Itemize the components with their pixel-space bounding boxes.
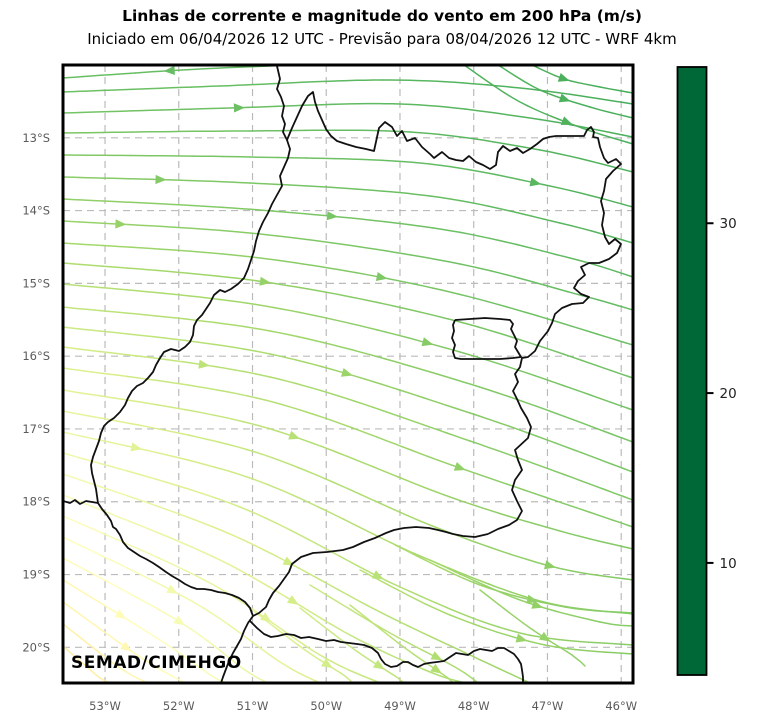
lon-tick-label: 52°W bbox=[163, 699, 195, 713]
lat-tick-label: 20°S bbox=[22, 640, 50, 654]
streamline-arrow-icons bbox=[114, 65, 573, 674]
border-south bbox=[249, 620, 524, 683]
lon-tick-label: 50°W bbox=[310, 699, 342, 713]
axis-tick-labels: 53°W 52°W 51°W 50°W 49°W 48°W 47°W 46°W 13°S 14°S… bbox=[22, 131, 637, 713]
page-subtitle: Iniciado em 06/04/2026 12 UTC - Previsão… bbox=[87, 30, 677, 48]
border-mg bbox=[252, 526, 489, 617]
watermark-label: SEMAD/CIMEHGO bbox=[71, 653, 242, 673]
lat-tick-label: 17°S bbox=[22, 422, 50, 436]
colorbar-tick-label: 20 bbox=[720, 386, 737, 402]
lon-tick-label: 51°W bbox=[237, 699, 269, 713]
colorbar-tick-label: 30 bbox=[720, 216, 737, 232]
gridlines bbox=[63, 65, 633, 683]
lon-tick-label: 53°W bbox=[89, 699, 121, 713]
lat-tick-label: 19°S bbox=[22, 568, 50, 582]
lon-tick-label: 49°W bbox=[384, 699, 416, 713]
lat-tick-label: 13°S bbox=[22, 131, 50, 145]
df-border bbox=[451, 317, 522, 360]
colorbar-tick-label: 10 bbox=[720, 556, 737, 572]
lat-tick-label: 16°S bbox=[22, 349, 50, 363]
lon-tick-label: 48°W bbox=[458, 699, 490, 713]
lat-tick-label: 15°S bbox=[22, 276, 50, 290]
lon-tick-label: 47°W bbox=[532, 699, 564, 713]
border-outer bbox=[276, 65, 622, 535]
lat-tick-label: 14°S bbox=[22, 204, 50, 218]
state-border bbox=[63, 65, 622, 683]
streamlines bbox=[63, 65, 633, 683]
lat-tick-label: 18°S bbox=[22, 495, 50, 509]
colorbar: 10 20 30 bbox=[676, 66, 737, 676]
page-title: Linhas de corrente e magnitude do vento … bbox=[122, 7, 642, 25]
border-mt_ms_stub bbox=[63, 499, 99, 505]
map-frame bbox=[61, 63, 635, 685]
border-ms_sp_branch bbox=[220, 615, 254, 683]
border-west bbox=[90, 139, 291, 504]
lon-tick-label: 46°W bbox=[605, 699, 637, 713]
border-ms bbox=[97, 502, 254, 617]
